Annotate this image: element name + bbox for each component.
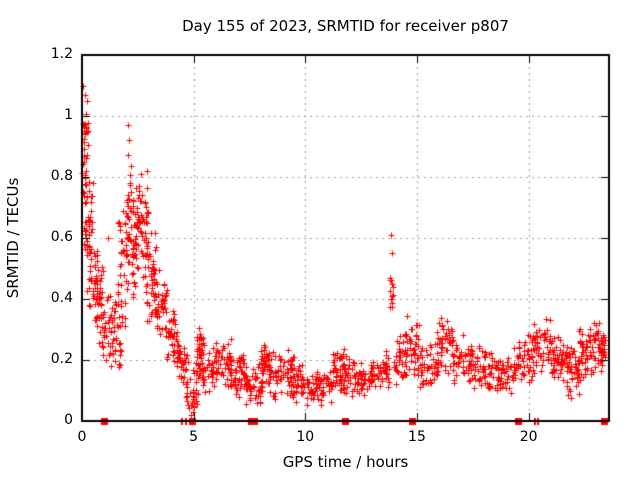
y-tick-label: 1.2 <box>50 46 73 62</box>
y-tick-label: 1 <box>64 107 73 123</box>
chart-title: Day 155 of 2023, SRMTID for receiver p80… <box>182 17 509 35</box>
x-tick-label: 10 <box>296 429 315 445</box>
x-tick-label: 20 <box>519 429 538 445</box>
x-tick-label: 5 <box>189 429 199 445</box>
x-tick-label: 0 <box>77 429 87 445</box>
y-tick-label: 0.6 <box>50 229 73 245</box>
y-tick-label: 0.2 <box>50 351 73 367</box>
y-tick-label: 0 <box>64 412 73 428</box>
x-tick-label: 15 <box>408 429 426 445</box>
y-tick-label: 0.4 <box>50 290 73 306</box>
x-axis-label: GPS time / hours <box>282 453 409 471</box>
y-tick-label: 0.8 <box>50 168 73 184</box>
